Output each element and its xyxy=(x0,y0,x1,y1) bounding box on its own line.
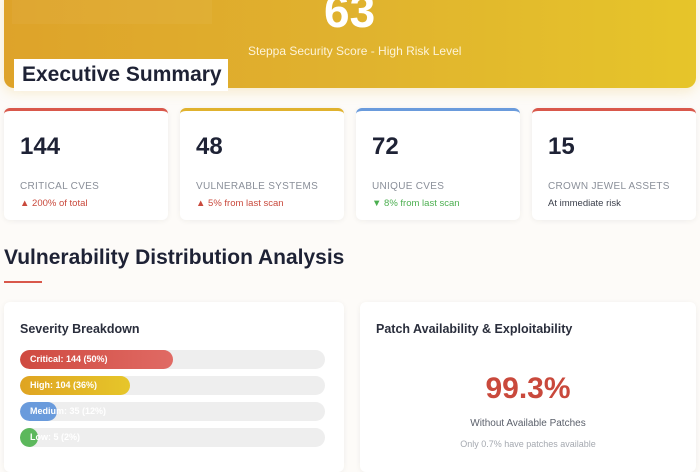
metric-cards: 144 CRITICAL CVES ▲ 200% of total 48 VUL… xyxy=(4,108,696,220)
metric-label: CROWN JEWEL ASSETS xyxy=(548,181,670,192)
severity-bar-high: High: 104 (36%) xyxy=(20,376,325,395)
severity-bars: Critical: 144 (50%) High: 104 (36%) Medi… xyxy=(20,350,344,447)
page-title: Executive Summary xyxy=(14,59,228,91)
metric-value: 48 xyxy=(196,133,223,160)
metric-card-vulnerable-systems: 48 VULNERABLE SYSTEMS ▲ 5% from last sca… xyxy=(180,108,344,220)
panel-title: Patch Availability & Exploitability xyxy=(376,322,573,336)
section-divider xyxy=(4,281,42,283)
banner-overlay xyxy=(12,0,212,24)
metric-value: 144 xyxy=(20,133,61,160)
metric-label: CRITICAL CVES xyxy=(20,181,100,192)
bar-label: Low: 5 (2%) xyxy=(30,432,81,442)
patched-note: Only 0.7% have patches available xyxy=(460,439,596,449)
bar-fill xyxy=(20,428,39,447)
metric-card-unique-cves: 72 UNIQUE CVES ▼ 8% from last scan xyxy=(356,108,520,220)
bar-label: High: 104 (36%) xyxy=(30,380,98,390)
metric-card-critical-cves: 144 CRITICAL CVES ▲ 200% of total xyxy=(4,108,168,220)
panel-title: Severity Breakdown xyxy=(20,322,140,336)
metric-note: At immediate risk xyxy=(548,198,621,209)
security-score-label: Steppa Security Score - High Risk Level xyxy=(248,44,462,58)
severity-bar-low: Low: 5 (2%) xyxy=(20,428,325,447)
metric-trend: ▲ 200% of total xyxy=(20,198,88,209)
patch-availability-panel: Patch Availability & Exploitability 99.3… xyxy=(360,302,696,472)
security-score-value: 63 xyxy=(324,0,376,37)
unpatched-label: Without Available Patches xyxy=(470,418,586,429)
section-heading: Vulnerability Distribution Analysis xyxy=(4,246,345,269)
metric-card-crown-jewel-assets: 15 CROWN JEWEL ASSETS At immediate risk xyxy=(532,108,696,220)
bar-label: Medium: 35 (12%) xyxy=(30,406,107,416)
severity-bar-medium: Medium: 35 (12%) xyxy=(20,402,325,421)
bar-label: Critical: 144 (50%) xyxy=(30,354,108,364)
metric-trend: ▼ 8% from last scan xyxy=(372,198,460,209)
unpatched-percentage: 99.3% xyxy=(485,372,571,405)
bar-fill xyxy=(20,402,57,421)
bar-fill xyxy=(20,376,130,395)
metric-value: 72 xyxy=(372,133,399,160)
metric-label: VULNERABLE SYSTEMS xyxy=(196,181,319,192)
bar-fill xyxy=(20,350,173,369)
severity-breakdown-panel: Severity Breakdown Critical: 144 (50%) H… xyxy=(4,302,344,472)
metric-label: UNIQUE CVES xyxy=(372,181,445,192)
metric-trend: ▲ 5% from last scan xyxy=(196,198,284,209)
metric-value: 15 xyxy=(548,133,575,160)
severity-bar-critical: Critical: 144 (50%) xyxy=(20,350,325,369)
